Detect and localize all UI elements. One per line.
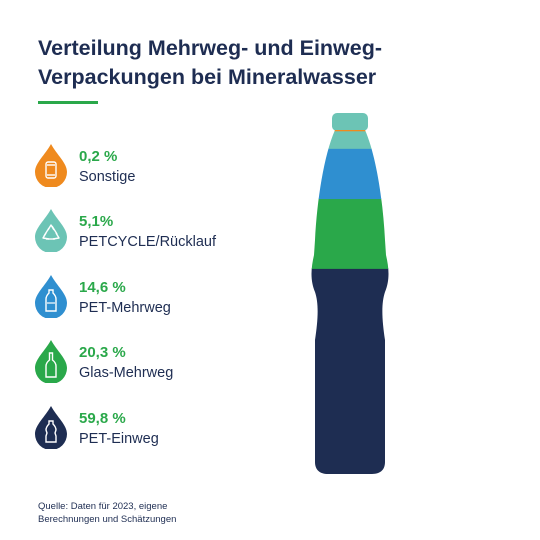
chart-title: Verteilung Mehrweg- und Einweg- Verpacku… xyxy=(38,34,478,92)
source-note: Quelle: Daten für 2023, eigene Berechnun… xyxy=(38,500,338,526)
drop-glass-bottle-icon xyxy=(35,340,67,383)
legend-value-petcycle: 5,1% xyxy=(79,213,114,230)
drop-pet-oneway-bottle-icon xyxy=(35,406,67,449)
title-underline xyxy=(38,101,98,104)
bottle-segment-pet-einweg xyxy=(311,268,389,474)
bottle-segments xyxy=(311,130,389,474)
chart-title-line-1: Verteilung Mehrweg- und Einweg- xyxy=(38,36,383,60)
legend-label-pet-mehrweg: PET-Mehrweg xyxy=(79,300,171,316)
legend-item-sonstige: 0,2 % Sonstige xyxy=(34,140,274,190)
bottle-chart xyxy=(311,113,389,474)
chart-title-line-2: Verpackungen bei Mineralwasser xyxy=(38,65,377,89)
legend-label-sonstige: Sonstige xyxy=(79,169,136,185)
legend-label-glas-mehrweg: Glas-Mehrweg xyxy=(79,365,174,381)
drop-pet-bottle-icon xyxy=(35,275,67,318)
source-line-1: Quelle: Daten für 2023, eigene xyxy=(38,501,168,512)
legend-value-glas-mehrweg: 20,3 % xyxy=(79,344,126,361)
legend-item-glas-mehrweg: 20,3 % Glas-Mehrweg xyxy=(34,336,274,386)
legend-value-sonstige: 0,2 % xyxy=(79,148,118,165)
bottle-segment-glas-mehrweg xyxy=(311,198,389,269)
legend-label-pet-einweg: PET-Einweg xyxy=(79,431,159,447)
legend-item-pet-einweg: 59,8 % PET-Einweg xyxy=(34,402,274,452)
bottle-cap xyxy=(332,113,368,131)
legend-value-pet-mehrweg: 14,6 % xyxy=(79,279,126,296)
bottle-segment-sonstige xyxy=(311,130,389,132)
bottle-segment-petcycle-r-cklauf xyxy=(311,130,389,149)
source-line-2: Berechnungen und Schätzungen xyxy=(38,514,177,525)
legend-item-pet-mehrweg: 14,6 % PET-Mehrweg xyxy=(34,271,274,321)
drop-can-icon xyxy=(35,144,67,187)
drop-recycle-icon xyxy=(35,209,67,252)
legend-item-petcycle: 5,1% PETCYCLE/Rücklauf xyxy=(34,205,274,255)
legend-label-petcycle: PETCYCLE/Rücklauf xyxy=(79,234,216,250)
legend-value-pet-einweg: 59,8 % xyxy=(79,410,126,427)
bottle-segment-pet-mehrweg xyxy=(311,148,389,200)
